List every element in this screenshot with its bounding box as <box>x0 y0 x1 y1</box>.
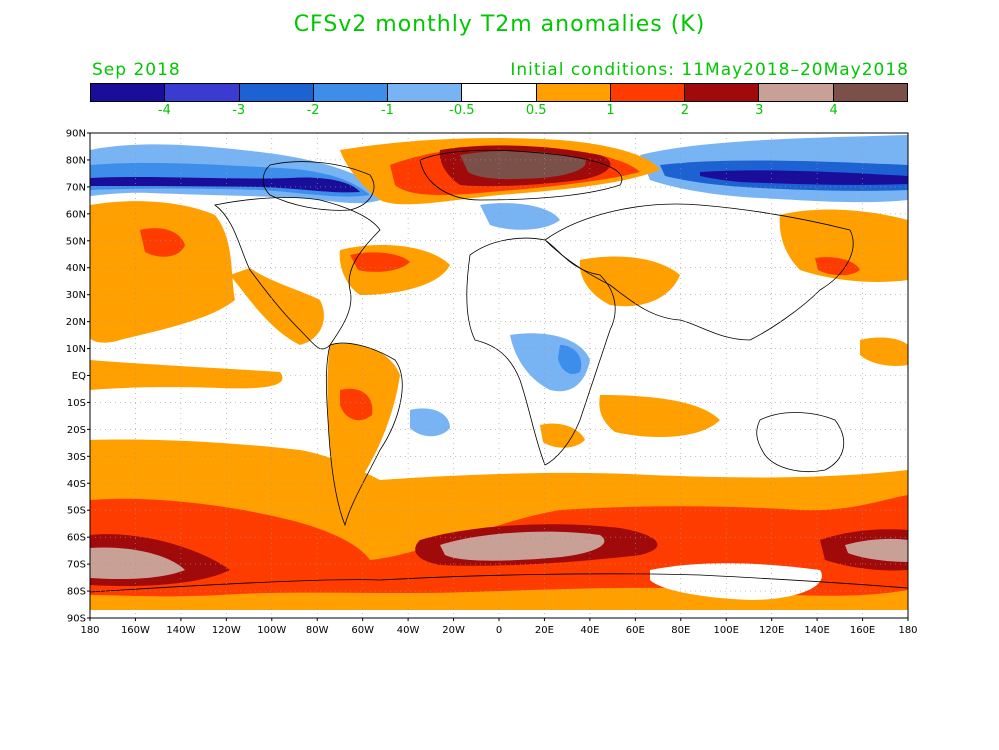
south-africa-warm <box>540 423 585 448</box>
southern-ocean-warm-peak-east <box>845 538 908 562</box>
initial-conditions: Initial conditions: 11May2018–20May2018 <box>510 60 909 80</box>
indian-ocean-warm <box>599 395 720 437</box>
color-scale-label: 2 <box>680 103 690 118</box>
longitude-label: 140E <box>804 625 829 636</box>
latitude-label: 30N <box>66 290 86 301</box>
east-asia-warm-core <box>815 257 860 276</box>
color-scale-label: 3 <box>755 103 764 118</box>
color-scale-swatch <box>239 84 314 101</box>
latitude-label: 80N <box>66 155 86 166</box>
southern-ocean-warm-peak-central <box>440 531 605 561</box>
africa-cold-core <box>558 345 582 375</box>
color-scale-label: -4 <box>157 103 171 118</box>
color-scale-swatch <box>165 84 240 101</box>
longitude-label: 180 <box>898 625 917 636</box>
longitude-label: 160E <box>850 625 875 636</box>
chart-title: CFSv2 monthly T2m anomalies (K) <box>293 12 706 37</box>
color-scale-swatch <box>91 84 166 101</box>
color-scale-swatch <box>462 84 537 101</box>
longitude-label: 40W <box>397 625 420 636</box>
longitude-label: 120W <box>212 625 241 636</box>
color-scale-swatch <box>833 84 907 101</box>
color-scale-label: 4 <box>829 103 838 118</box>
latitude-label: 70N <box>66 182 86 193</box>
longitude-label: 160W <box>121 625 150 636</box>
latitude-label: 20N <box>66 317 86 328</box>
south-america-warm-core <box>340 388 373 421</box>
longitude-label: 80W <box>306 625 329 636</box>
longitude-label: 40E <box>580 625 599 636</box>
latitude-label: 30S <box>67 452 86 463</box>
arctic-cold-core-east <box>700 170 908 185</box>
color-scale-swatch <box>536 84 611 101</box>
latitude-label: 40S <box>67 479 86 490</box>
color-scale-label: -2 <box>306 103 320 118</box>
longitude-label: 20E <box>535 625 554 636</box>
longitude-label: 20W <box>442 625 465 636</box>
latitude-label: 70S <box>67 560 86 571</box>
antarctica-neutral <box>650 563 822 600</box>
longitude-label: 180 <box>80 625 99 636</box>
latitude-label: 10N <box>66 344 86 355</box>
east-asia-warm <box>779 209 908 282</box>
arctic-cold-core-west <box>90 177 360 193</box>
latitude-label: 60S <box>67 533 86 544</box>
graticule <box>90 133 908 618</box>
north-pacific-warm <box>90 201 235 343</box>
latitude-label: 20S <box>67 425 86 436</box>
greenland-warm-peak <box>460 150 586 180</box>
longitude-label: 100W <box>257 625 286 636</box>
europe-cold <box>480 203 560 230</box>
latitude-label: 40N <box>66 263 86 274</box>
longitude-label: 100E <box>714 625 739 636</box>
middle-east-warm <box>579 256 680 307</box>
color-scale-label: 0.5 <box>525 103 547 118</box>
latitude-label: 10S <box>67 398 86 409</box>
latitude-label: 50N <box>66 236 86 247</box>
southern-ocean-warm-peak-west <box>90 547 185 580</box>
longitude-label: 140W <box>166 625 195 636</box>
latitude-label: EQ <box>72 371 86 382</box>
longitude-label: 120E <box>759 625 784 636</box>
color-scale-swatch <box>313 84 389 101</box>
latitude-labels: 90N 80N 70N 60N 50N 40N 30N 20N 10N EQ 10S 20S 30S 40… <box>66 129 90 625</box>
tropical-pacific-warm <box>90 360 283 390</box>
forecast-month: Sep 2018 <box>92 60 181 80</box>
color-scale-swatch <box>388 84 463 101</box>
latitude-label: 90S <box>67 614 86 625</box>
color-scale-label: 1 <box>606 103 615 118</box>
longitude-label: 60W <box>351 625 374 636</box>
longitude-label: 0 <box>496 625 502 636</box>
latitude-label: 80S <box>67 587 86 598</box>
color-scale-swatch <box>685 84 760 101</box>
longitude-label: 60E <box>626 625 645 636</box>
west-atlantic-warm-core <box>350 252 410 272</box>
color-scale-label: -0.5 <box>449 103 475 118</box>
color-scale-swatch <box>610 84 686 101</box>
latitude-label: 60N <box>66 209 86 220</box>
color-scale-label: -1 <box>380 103 394 118</box>
color-scale-swatch <box>759 84 834 101</box>
north-pacific-warm-mid <box>140 228 185 257</box>
tropical-west-pacific-warm <box>860 337 908 366</box>
latitude-label: 90N <box>66 129 86 140</box>
north-america-warm <box>230 268 324 345</box>
longitude-label: 80E <box>671 625 690 636</box>
longitude-labels: 180 160W 140W 120W 100W 80W 60W 40W 20W 0 20E 40E 60… <box>80 618 918 636</box>
color-scale-label: -3 <box>232 103 246 118</box>
color-scale-labels: -4 -3 -2 -1 -0.5 0.5 1 2 3 4 <box>90 103 908 121</box>
color-scale-bar <box>90 83 908 102</box>
coastlines <box>90 149 908 593</box>
latitude-label: 50S <box>67 506 86 517</box>
